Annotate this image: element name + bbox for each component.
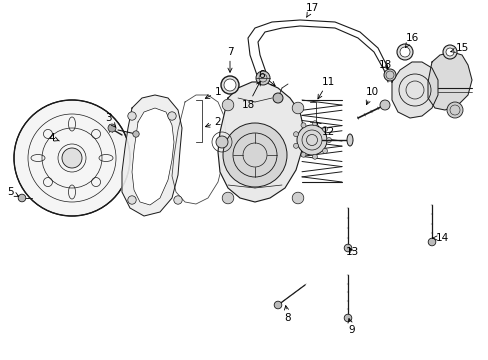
Circle shape (344, 244, 351, 252)
Circle shape (223, 123, 286, 187)
Circle shape (256, 71, 269, 85)
Circle shape (167, 112, 176, 120)
Text: 17: 17 (305, 3, 318, 17)
Polygon shape (391, 62, 437, 118)
Text: 15: 15 (450, 43, 468, 53)
Circle shape (127, 196, 136, 204)
Circle shape (292, 192, 303, 204)
Circle shape (301, 123, 305, 128)
Circle shape (222, 99, 233, 111)
Polygon shape (218, 82, 304, 202)
Text: 8: 8 (284, 306, 291, 323)
Circle shape (446, 102, 462, 118)
Polygon shape (122, 95, 182, 216)
Text: 16: 16 (405, 33, 418, 47)
Circle shape (379, 100, 389, 110)
Text: 11: 11 (317, 77, 334, 99)
Text: 4: 4 (49, 133, 59, 143)
Circle shape (445, 48, 453, 56)
Circle shape (293, 143, 298, 148)
Circle shape (292, 102, 303, 114)
Circle shape (216, 136, 227, 148)
Ellipse shape (346, 134, 352, 146)
Text: 18: 18 (378, 60, 391, 70)
Circle shape (344, 314, 351, 322)
Text: 6: 6 (258, 70, 275, 86)
Circle shape (326, 138, 331, 143)
Text: 13: 13 (345, 247, 358, 257)
Circle shape (221, 76, 239, 94)
Circle shape (133, 131, 139, 137)
Text: 14: 14 (431, 233, 447, 243)
Text: 9: 9 (347, 319, 355, 335)
Text: 12: 12 (316, 123, 334, 137)
Circle shape (312, 154, 317, 159)
Circle shape (312, 121, 317, 126)
Circle shape (224, 79, 236, 91)
Text: 7: 7 (226, 47, 233, 72)
Circle shape (127, 112, 136, 120)
Text: 10: 10 (365, 87, 378, 105)
Circle shape (222, 192, 233, 204)
Circle shape (442, 45, 456, 59)
Circle shape (296, 125, 326, 155)
Polygon shape (132, 108, 174, 205)
Circle shape (383, 69, 395, 81)
Circle shape (396, 44, 412, 60)
Text: 5: 5 (7, 187, 19, 197)
Circle shape (272, 93, 283, 103)
Circle shape (274, 301, 281, 309)
Circle shape (427, 238, 435, 246)
Circle shape (108, 124, 116, 132)
Circle shape (322, 148, 327, 153)
Circle shape (293, 132, 298, 137)
Circle shape (301, 152, 305, 157)
Circle shape (173, 196, 182, 204)
Circle shape (14, 100, 130, 216)
Circle shape (18, 194, 26, 202)
Circle shape (62, 148, 82, 168)
Text: 1: 1 (205, 87, 221, 98)
Text: 18: 18 (241, 81, 260, 110)
Circle shape (399, 47, 409, 57)
Text: 2: 2 (205, 117, 221, 127)
Circle shape (322, 127, 327, 131)
Polygon shape (427, 52, 471, 110)
Text: 3: 3 (104, 113, 115, 127)
